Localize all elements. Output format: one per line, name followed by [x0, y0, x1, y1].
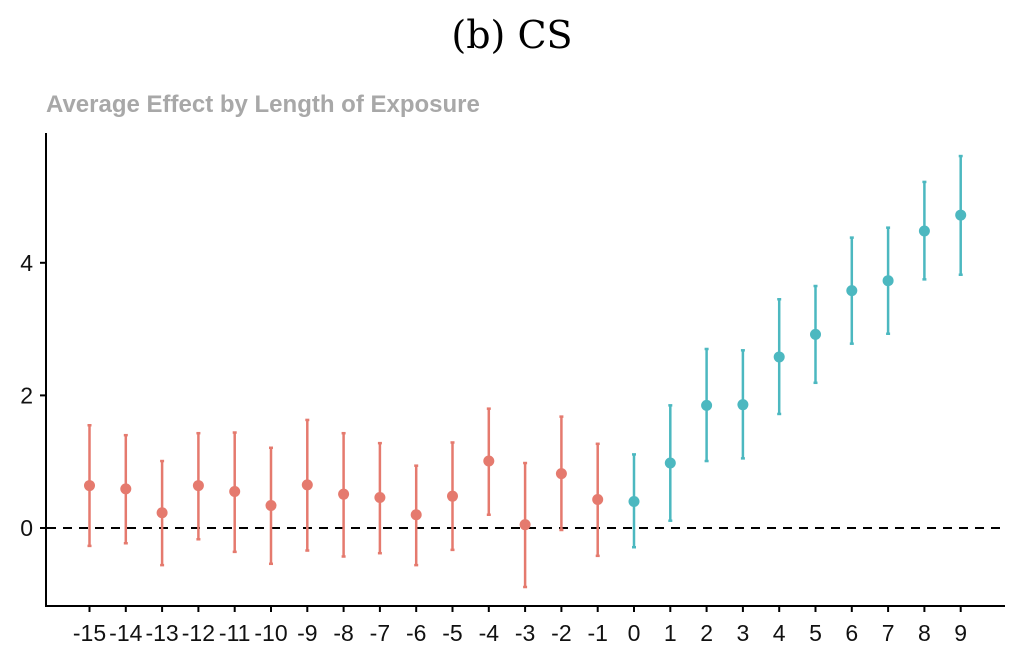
x-tick-label: -6 — [406, 620, 426, 646]
x-tick-label: -4 — [479, 620, 500, 646]
point-estimate — [374, 492, 386, 504]
x-tick-label: -1 — [587, 620, 607, 646]
x-tick-label: -3 — [515, 620, 535, 646]
point-estimate — [156, 507, 168, 519]
x-tick-label: 6 — [845, 620, 858, 646]
point-estimate — [918, 225, 930, 237]
x-tick-label: 0 — [628, 620, 641, 646]
x-tick-label: 1 — [664, 620, 677, 646]
chart-subtitle: Average Effect by Length of Exposure — [46, 91, 480, 118]
point-estimate — [846, 285, 858, 297]
x-tick-label: -8 — [333, 620, 353, 646]
x-axis-ticks: -15 -14 -13 -12 -11 -10 -9 -8 -7 -6 -5 -4 -3 -2 -1 0 1 2 3… — [73, 606, 967, 646]
point-estimate — [555, 468, 567, 480]
point-estimate — [338, 488, 350, 500]
point-estimate — [701, 399, 713, 411]
x-tick-label: 9 — [954, 620, 967, 646]
x-tick-label: 2 — [700, 620, 713, 646]
point-estimate — [84, 480, 95, 492]
point-estimate — [192, 480, 204, 492]
chart-title: (b) CS — [451, 13, 572, 57]
point-estimate — [810, 328, 821, 340]
x-tick-label: -9 — [297, 620, 317, 646]
y-tick-label: 4 — [20, 250, 33, 276]
point-estimate — [120, 483, 132, 495]
x-tick-label: 5 — [809, 620, 822, 646]
x-tick-label: -14 — [109, 620, 142, 646]
x-tick-label: -11 — [219, 620, 251, 646]
y-axis-ticks: 0 2 4 — [20, 250, 46, 541]
x-tick-label: -2 — [551, 620, 571, 646]
x-tick-label: -13 — [145, 620, 178, 646]
x-tick-label: -5 — [442, 620, 462, 646]
point-estimate — [265, 499, 277, 511]
x-tick-label: 8 — [918, 620, 931, 646]
point-estimate — [737, 399, 749, 411]
x-tick-label: 7 — [882, 620, 895, 646]
point-estimate — [664, 457, 676, 469]
point-estimate — [955, 209, 967, 221]
x-tick-label: -12 — [182, 620, 215, 646]
point-estimate — [592, 493, 604, 505]
point-estimate — [882, 275, 894, 287]
point-estimate — [519, 519, 531, 531]
point-estimate — [229, 486, 241, 498]
point-estimate — [773, 351, 785, 363]
x-tick-label: 3 — [737, 620, 750, 646]
point-estimate — [628, 495, 640, 507]
x-tick-label: -15 — [73, 620, 106, 646]
point-estimate — [410, 509, 422, 521]
point-estimate — [447, 490, 458, 502]
x-tick-label: 4 — [773, 620, 786, 646]
x-tick-label: -7 — [370, 620, 390, 646]
x-tick-label: -10 — [254, 620, 287, 646]
y-tick-label: 0 — [20, 515, 33, 541]
point-estimate — [301, 479, 313, 491]
point-estimate — [483, 455, 495, 467]
y-tick-label: 2 — [20, 382, 33, 408]
data-marks — [84, 154, 967, 589]
